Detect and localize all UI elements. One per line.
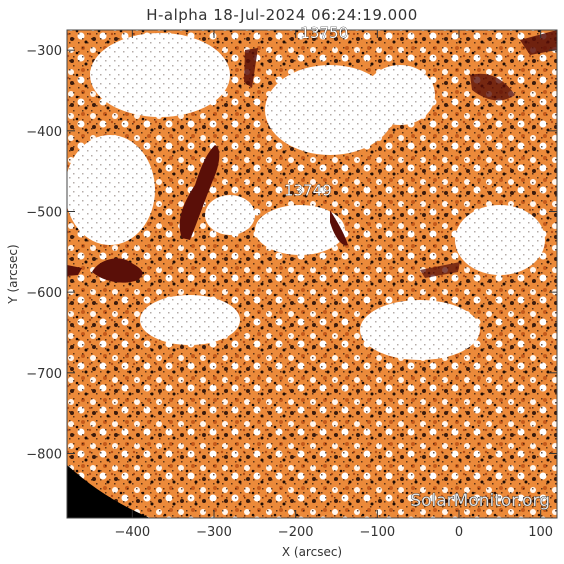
filaments	[67, 30, 557, 283]
x-axis-label: X (arcsec)	[282, 545, 342, 559]
y-tick-label: −700	[26, 367, 62, 382]
solar-disk-image	[67, 30, 557, 518]
x-tick-label: 100	[528, 525, 553, 540]
x-tick-label: −400	[114, 525, 150, 540]
y-tick-label: −500	[26, 205, 62, 220]
plot-frame	[66, 29, 558, 519]
y-tick-label: −400	[26, 125, 62, 140]
axis-ticks: −400 −300 −200 −100 0 100 −300 −400 −500 −600 −700…	[26, 30, 557, 540]
y-tick-label: −300	[26, 44, 62, 59]
plot-title: H-alpha 18-Jul-2024 06:24:19.000	[146, 6, 418, 24]
region-label-13750: 13750	[300, 24, 348, 42]
x-tick-label: 0	[455, 525, 463, 540]
y-tick-label: −800	[26, 447, 62, 462]
y-axis-label: Y (arcsec)	[6, 244, 20, 304]
off-disk-space	[67, 465, 150, 518]
watermark: SolarMonitor.org	[410, 491, 550, 511]
region-label-13749: 13749	[284, 181, 332, 199]
x-tick-label: −200	[278, 525, 314, 540]
x-tick-label: −300	[196, 525, 232, 540]
x-tick-label: −100	[359, 525, 395, 540]
y-tick-label: −600	[26, 286, 62, 301]
